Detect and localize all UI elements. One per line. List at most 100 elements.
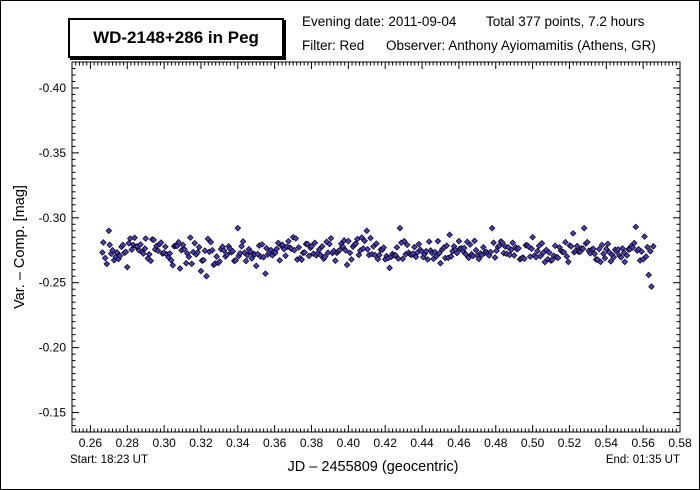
data-point bbox=[632, 223, 640, 231]
data-point bbox=[529, 233, 536, 241]
data-point bbox=[109, 246, 116, 254]
data-point bbox=[471, 237, 478, 245]
data-point bbox=[352, 240, 360, 247]
data-point bbox=[363, 227, 371, 235]
total-points: Total 377 points, 7.2 hours bbox=[486, 14, 645, 29]
data-point bbox=[185, 253, 193, 261]
x-tick-label: 0.36 bbox=[263, 436, 287, 450]
data-point bbox=[321, 253, 329, 260]
data-point bbox=[545, 249, 553, 256]
filter-label: Filter: Red bbox=[302, 38, 365, 53]
data-point bbox=[598, 241, 606, 249]
data-point bbox=[234, 224, 242, 232]
data-point bbox=[208, 246, 216, 254]
data-point bbox=[166, 250, 174, 257]
data-point bbox=[285, 237, 292, 245]
data-point bbox=[580, 224, 588, 232]
data-point bbox=[550, 252, 557, 259]
data-point bbox=[123, 263, 131, 271]
x-tick-label: 0.38 bbox=[300, 436, 324, 450]
data-point bbox=[260, 253, 267, 261]
data-point bbox=[150, 236, 157, 244]
x-tick-label: 0.52 bbox=[558, 436, 582, 450]
start-time: Start: 18:23 UT bbox=[70, 454, 148, 466]
data-point bbox=[584, 238, 591, 246]
data-point bbox=[105, 227, 113, 235]
x-tick-label: 0.32 bbox=[189, 436, 213, 450]
data-point bbox=[597, 258, 604, 266]
data-point bbox=[537, 252, 544, 260]
data-point bbox=[437, 259, 444, 267]
data-point bbox=[460, 244, 468, 252]
data-point bbox=[182, 259, 190, 267]
x-tick-label: 0.34 bbox=[226, 436, 250, 450]
data-point bbox=[292, 235, 300, 242]
data-point bbox=[162, 243, 169, 251]
data-point bbox=[364, 246, 371, 253]
data-point bbox=[462, 250, 470, 258]
data-point bbox=[295, 244, 303, 251]
data-point bbox=[465, 254, 472, 262]
data-point bbox=[276, 257, 283, 264]
y-tick-label: -0.35 bbox=[39, 146, 67, 160]
data-point bbox=[466, 241, 474, 248]
data-point bbox=[604, 240, 612, 248]
data-point bbox=[229, 248, 237, 255]
data-point bbox=[324, 249, 332, 256]
data-point bbox=[262, 270, 269, 277]
x-tick-label: 0.56 bbox=[631, 436, 655, 450]
x-tick-label: 0.48 bbox=[484, 436, 508, 450]
data-point bbox=[560, 248, 568, 256]
data-point bbox=[475, 255, 483, 263]
observer-label: Observer: Anthony Ayiomamitis (Athens, G… bbox=[386, 38, 656, 53]
data-point bbox=[591, 250, 598, 258]
data-point bbox=[223, 251, 231, 259]
data-point bbox=[140, 250, 147, 257]
data-point bbox=[480, 243, 487, 251]
data-point bbox=[579, 245, 587, 252]
data-point bbox=[603, 245, 610, 253]
data-point bbox=[147, 257, 155, 265]
data-point bbox=[607, 258, 615, 265]
data-point bbox=[339, 243, 346, 250]
evening-date: Evening date: 2011-09-04 bbox=[302, 14, 457, 29]
data-point bbox=[128, 246, 135, 254]
data-point bbox=[342, 247, 349, 254]
data-point bbox=[100, 239, 107, 246]
data-point bbox=[528, 245, 535, 253]
data-point bbox=[141, 245, 149, 252]
data-point bbox=[569, 230, 577, 237]
data-point bbox=[623, 252, 631, 259]
data-point bbox=[207, 238, 215, 246]
data-point bbox=[317, 251, 324, 259]
data-point bbox=[304, 240, 311, 248]
data-point bbox=[137, 241, 144, 248]
data-point bbox=[629, 244, 637, 251]
data-point bbox=[343, 261, 351, 269]
data-point bbox=[327, 234, 335, 242]
data-point bbox=[359, 245, 367, 252]
data-point bbox=[507, 246, 515, 254]
x-tick-label: 0.30 bbox=[152, 436, 176, 450]
data-point bbox=[487, 248, 494, 256]
x-tick-label: 0.54 bbox=[595, 436, 619, 450]
x-tick-label: 0.50 bbox=[521, 436, 545, 450]
data-point bbox=[455, 237, 463, 245]
data-point bbox=[282, 252, 289, 260]
data-point bbox=[113, 249, 121, 256]
data-point bbox=[563, 253, 571, 260]
data-point bbox=[131, 234, 138, 242]
x-axis-label: JD – 2455809 (geocentric) bbox=[288, 459, 459, 475]
data-point bbox=[238, 242, 245, 250]
data-point bbox=[635, 245, 642, 253]
data-point bbox=[157, 239, 165, 246]
data-point bbox=[326, 240, 333, 248]
data-point bbox=[273, 245, 281, 253]
chart-title: WD-2148+286 in Peg bbox=[68, 18, 284, 58]
data-point bbox=[641, 233, 648, 240]
data-point bbox=[263, 244, 270, 252]
data-point bbox=[216, 258, 223, 265]
data-point bbox=[195, 243, 203, 251]
y-tick-label: -0.15 bbox=[39, 406, 67, 420]
data-point bbox=[617, 254, 625, 261]
